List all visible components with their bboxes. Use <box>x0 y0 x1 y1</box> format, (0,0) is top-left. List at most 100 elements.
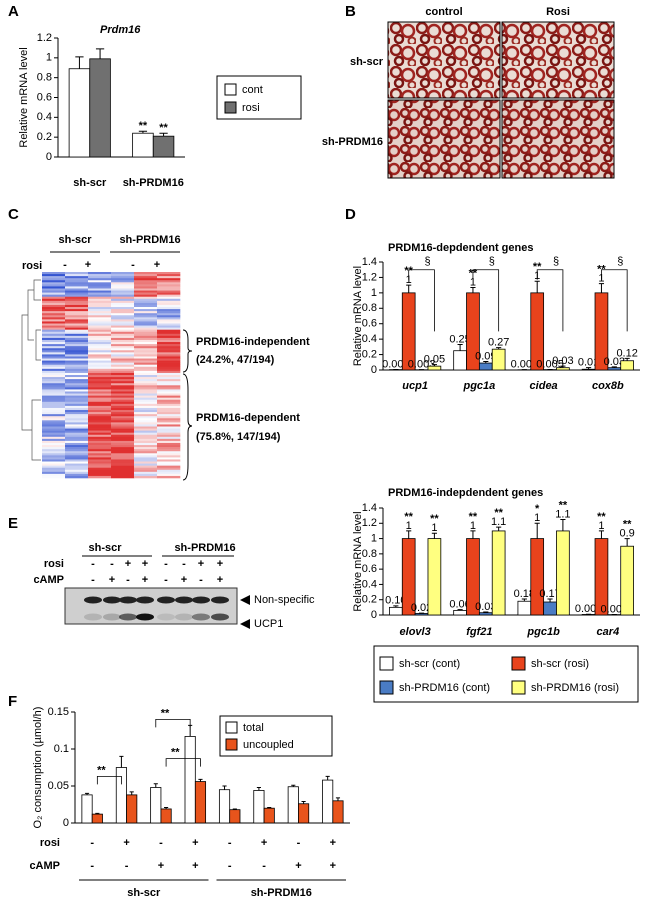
micrograph <box>387 99 501 179</box>
heat-cell <box>65 436 89 440</box>
error-bar <box>483 611 489 613</box>
annotation: ** <box>97 764 106 776</box>
y-tick-label: 0.6 <box>362 563 377 575</box>
heat-cell <box>111 410 135 413</box>
x-tick-label: pgc1b <box>526 626 560 638</box>
sign: - <box>199 574 203 586</box>
heat-cell <box>134 381 158 384</box>
value-label: 0.10 <box>385 595 406 607</box>
heat-cell <box>134 342 158 345</box>
heat-cell <box>42 461 66 464</box>
y-tick-label: 1 <box>46 52 52 64</box>
heat-cell <box>134 298 158 302</box>
heat-cell <box>111 424 135 427</box>
heat-cell <box>111 272 135 275</box>
heat-cell <box>42 385 66 388</box>
bracket <box>601 269 628 332</box>
legend-swatch <box>224 101 237 114</box>
heat-cell <box>65 397 89 401</box>
heat-cell <box>134 438 158 442</box>
heat-cell <box>88 471 112 475</box>
heat-cell <box>42 434 66 438</box>
heat-cell <box>88 449 112 452</box>
heat-cell <box>157 387 181 390</box>
heat-cell <box>88 418 112 421</box>
heat-cell <box>134 339 158 343</box>
bar <box>453 610 467 616</box>
legend-label: sh-scr (rosi) <box>531 658 589 670</box>
band-label: Non-specific <box>254 594 315 606</box>
bar <box>322 779 334 824</box>
heat-cell <box>157 298 181 302</box>
heat-cell <box>88 393 112 396</box>
heat-cell <box>65 414 89 417</box>
heat-cell <box>65 442 89 446</box>
bar <box>620 545 634 616</box>
heat-cell <box>111 313 135 316</box>
heat-cell <box>157 410 181 413</box>
heat-cell <box>111 401 135 405</box>
heat-cell <box>42 282 66 285</box>
heat-cell <box>88 309 112 312</box>
heat-cell <box>157 284 181 287</box>
heat-cell <box>134 352 158 355</box>
brace <box>182 329 193 373</box>
annotation: § <box>617 256 623 268</box>
bar <box>620 360 634 371</box>
heat-cell <box>88 381 112 384</box>
heat-cell <box>134 362 158 365</box>
heat-cell <box>65 430 89 433</box>
heat-cell <box>65 292 89 295</box>
heat-cell <box>134 337 158 341</box>
error-bar <box>335 797 341 801</box>
heat-cell <box>157 471 181 475</box>
chart-title: PRDM16-depdendent genes <box>388 242 533 254</box>
heat-cell <box>157 383 181 386</box>
sign: - <box>110 558 114 570</box>
heat-cell <box>88 276 112 279</box>
heat-cell <box>65 451 89 454</box>
heat-cell <box>88 333 112 337</box>
error-bar <box>431 532 437 539</box>
heat-cell <box>42 276 66 279</box>
heat-cell <box>111 286 135 289</box>
heat-cell <box>88 360 112 363</box>
heat-cell <box>157 459 181 462</box>
heat-cell <box>65 366 89 370</box>
heat-cell <box>111 288 135 291</box>
heat-cell <box>65 274 89 277</box>
heat-cell <box>65 331 89 335</box>
heat-cell <box>134 410 158 413</box>
heat-cell <box>157 350 181 353</box>
y-tick-label: 0.2 <box>362 594 377 606</box>
y-tick-label: 0.8 <box>362 548 377 560</box>
heat-cell <box>111 422 135 425</box>
heat-cell <box>88 473 112 477</box>
value-label: 0.01 <box>578 357 599 369</box>
heat-cell <box>111 414 135 417</box>
heat-cell <box>42 422 66 425</box>
heat-cell <box>65 370 89 374</box>
heat-cell <box>111 282 135 285</box>
heat-cell <box>88 403 112 407</box>
error-bar <box>470 286 476 293</box>
panel-letter: C <box>8 206 19 223</box>
heat-cell <box>88 457 112 460</box>
heat-cell <box>134 414 158 417</box>
heat-cell <box>65 385 89 388</box>
heat-cell <box>88 319 112 322</box>
y-tick-label: 1.2 <box>37 32 52 44</box>
heat-cell <box>65 461 89 464</box>
heat-cell <box>42 379 66 382</box>
heat-cell <box>42 389 66 392</box>
heat-cell <box>111 294 135 298</box>
heat-cell <box>42 457 66 460</box>
heat-cell <box>157 401 181 405</box>
heat-cell <box>111 274 135 277</box>
heat-cell <box>42 315 66 318</box>
value-label: 0.03 <box>475 601 496 613</box>
group-label: sh-scr <box>127 887 161 899</box>
heat-cell <box>157 436 181 440</box>
heat-cell <box>65 304 89 308</box>
heat-cell <box>88 465 112 468</box>
